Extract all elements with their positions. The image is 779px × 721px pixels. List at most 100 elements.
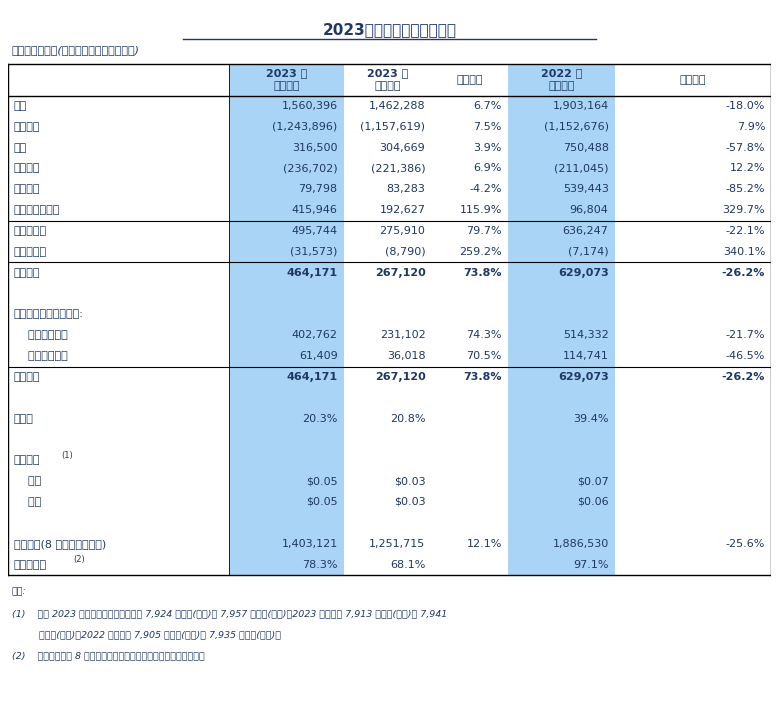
Text: 495,744: 495,744 — [291, 226, 337, 236]
Text: -57.8%: -57.8% — [725, 143, 765, 153]
Text: 464,171: 464,171 — [287, 372, 337, 382]
Text: 收入: 收入 — [14, 101, 27, 111]
Bar — [508, 408, 615, 429]
Text: 以下各方本期应占利润:: 以下各方本期应占利润: — [14, 309, 84, 319]
Bar — [229, 471, 344, 492]
Text: 114,741: 114,741 — [562, 351, 608, 361]
Text: 经营利润: 经营利润 — [14, 185, 41, 195]
Text: -26.2%: -26.2% — [721, 267, 765, 278]
Bar — [229, 137, 344, 158]
Bar — [229, 96, 344, 116]
Text: 79,798: 79,798 — [298, 185, 337, 195]
Text: $0.03: $0.03 — [393, 476, 425, 486]
Text: 74.3%: 74.3% — [466, 330, 502, 340]
Text: 2023 年
第一季度: 2023 年 第一季度 — [367, 68, 408, 91]
Text: (221,386): (221,386) — [371, 164, 425, 174]
Text: 1,560,396: 1,560,396 — [281, 101, 337, 111]
Text: 231,102: 231,102 — [379, 330, 425, 340]
Text: 其他收入，净额: 其他收入，净额 — [14, 205, 60, 215]
Text: 68.1%: 68.1% — [390, 559, 425, 570]
Text: 267,120: 267,120 — [375, 372, 425, 382]
Bar — [508, 450, 615, 471]
Bar — [508, 262, 615, 283]
Text: (1): (1) — [62, 451, 73, 460]
Text: 275,910: 275,910 — [379, 226, 425, 236]
Bar — [229, 221, 344, 242]
Bar — [229, 366, 344, 387]
Bar — [229, 534, 344, 554]
Bar — [229, 408, 344, 429]
Text: (211,045): (211,045) — [554, 164, 608, 174]
Bar — [229, 513, 344, 534]
Text: 36,018: 36,018 — [386, 351, 425, 361]
Text: 12.1%: 12.1% — [467, 539, 502, 549]
Text: 经营费用: 经营费用 — [14, 164, 41, 174]
Text: 以千美元为单位(每股盈利和营运数据除外): 以千美元为单位(每股盈利和营运数据除外) — [12, 45, 139, 55]
Text: 115.9%: 115.9% — [460, 205, 502, 215]
Text: 3.9%: 3.9% — [474, 143, 502, 153]
Text: 636,247: 636,247 — [562, 226, 608, 236]
Text: -18.0%: -18.0% — [726, 101, 765, 111]
Text: 39.4%: 39.4% — [573, 414, 608, 424]
Bar — [508, 513, 615, 534]
Bar — [229, 387, 344, 408]
Text: 稀释: 稀释 — [14, 497, 41, 507]
Text: 514,332: 514,332 — [563, 330, 608, 340]
Text: 267,120: 267,120 — [375, 267, 425, 278]
Bar — [229, 116, 344, 137]
Text: 316,500: 316,500 — [292, 143, 337, 153]
Text: 所得税费用: 所得税费用 — [14, 247, 47, 257]
Text: 季度比较: 季度比较 — [456, 75, 483, 84]
Text: 402,762: 402,762 — [291, 330, 337, 340]
Text: 70.5%: 70.5% — [467, 351, 502, 361]
Text: -21.7%: -21.7% — [725, 330, 765, 340]
Text: 329.7%: 329.7% — [722, 205, 765, 215]
Text: $0.06: $0.06 — [577, 497, 608, 507]
Text: 629,073: 629,073 — [558, 267, 608, 278]
Text: 96,804: 96,804 — [569, 205, 608, 215]
Text: 基本: 基本 — [14, 476, 41, 486]
Text: 83,283: 83,283 — [386, 185, 425, 195]
Bar — [229, 283, 344, 304]
Bar — [229, 262, 344, 283]
Text: 12.2%: 12.2% — [730, 164, 765, 174]
Text: (236,702): (236,702) — [283, 164, 337, 174]
Text: 1,903,164: 1,903,164 — [552, 101, 608, 111]
Text: 2022 年
第二季度: 2022 年 第二季度 — [541, 68, 582, 91]
Bar — [229, 492, 344, 513]
Bar — [229, 158, 344, 179]
Text: -4.2%: -4.2% — [469, 185, 502, 195]
Text: 本期利润: 本期利润 — [14, 267, 41, 278]
Text: 2023 年
第二季度: 2023 年 第二季度 — [266, 68, 307, 91]
Text: 百万股(稀释)，2022 年第二季 7,905 百万股(基本)及 7,935 百万股(稀释)。: 百万股(稀释)，2022 年第二季 7,905 百万股(基本)及 7,935 百… — [12, 630, 280, 639]
Text: 1,251,715: 1,251,715 — [369, 539, 425, 549]
Text: 7.9%: 7.9% — [737, 122, 765, 132]
Text: (2): (2) — [73, 555, 85, 564]
Bar — [229, 325, 344, 345]
Bar — [508, 200, 615, 221]
Text: -25.6%: -25.6% — [726, 539, 765, 549]
Text: 本公司拥有人: 本公司拥有人 — [14, 330, 68, 340]
Bar — [508, 387, 615, 408]
Text: 304,669: 304,669 — [379, 143, 425, 153]
Text: 销售晶圆(8 英寸晶圆约当量): 销售晶圆(8 英寸晶圆约当量) — [14, 539, 106, 549]
Text: 539,443: 539,443 — [562, 185, 608, 195]
Text: -22.1%: -22.1% — [725, 226, 765, 236]
Text: 非控制性权益: 非控制性权益 — [14, 351, 68, 361]
Text: 629,073: 629,073 — [558, 372, 608, 382]
Text: 259.2%: 259.2% — [459, 247, 502, 257]
Bar — [508, 116, 615, 137]
Text: -46.5%: -46.5% — [726, 351, 765, 361]
Text: 1,403,121: 1,403,121 — [281, 539, 337, 549]
Text: 415,946: 415,946 — [291, 205, 337, 215]
Text: 340.1%: 340.1% — [723, 247, 765, 257]
Text: 6.9%: 6.9% — [474, 164, 502, 174]
Bar — [229, 63, 344, 96]
Text: 7.5%: 7.5% — [474, 122, 502, 132]
Text: 附注:: 附注: — [12, 588, 26, 597]
Text: $0.03: $0.03 — [393, 497, 425, 507]
Text: 78.3%: 78.3% — [302, 559, 337, 570]
Text: 每股盈利: 每股盈利 — [14, 455, 41, 465]
Bar — [508, 96, 615, 116]
Bar — [229, 429, 344, 450]
